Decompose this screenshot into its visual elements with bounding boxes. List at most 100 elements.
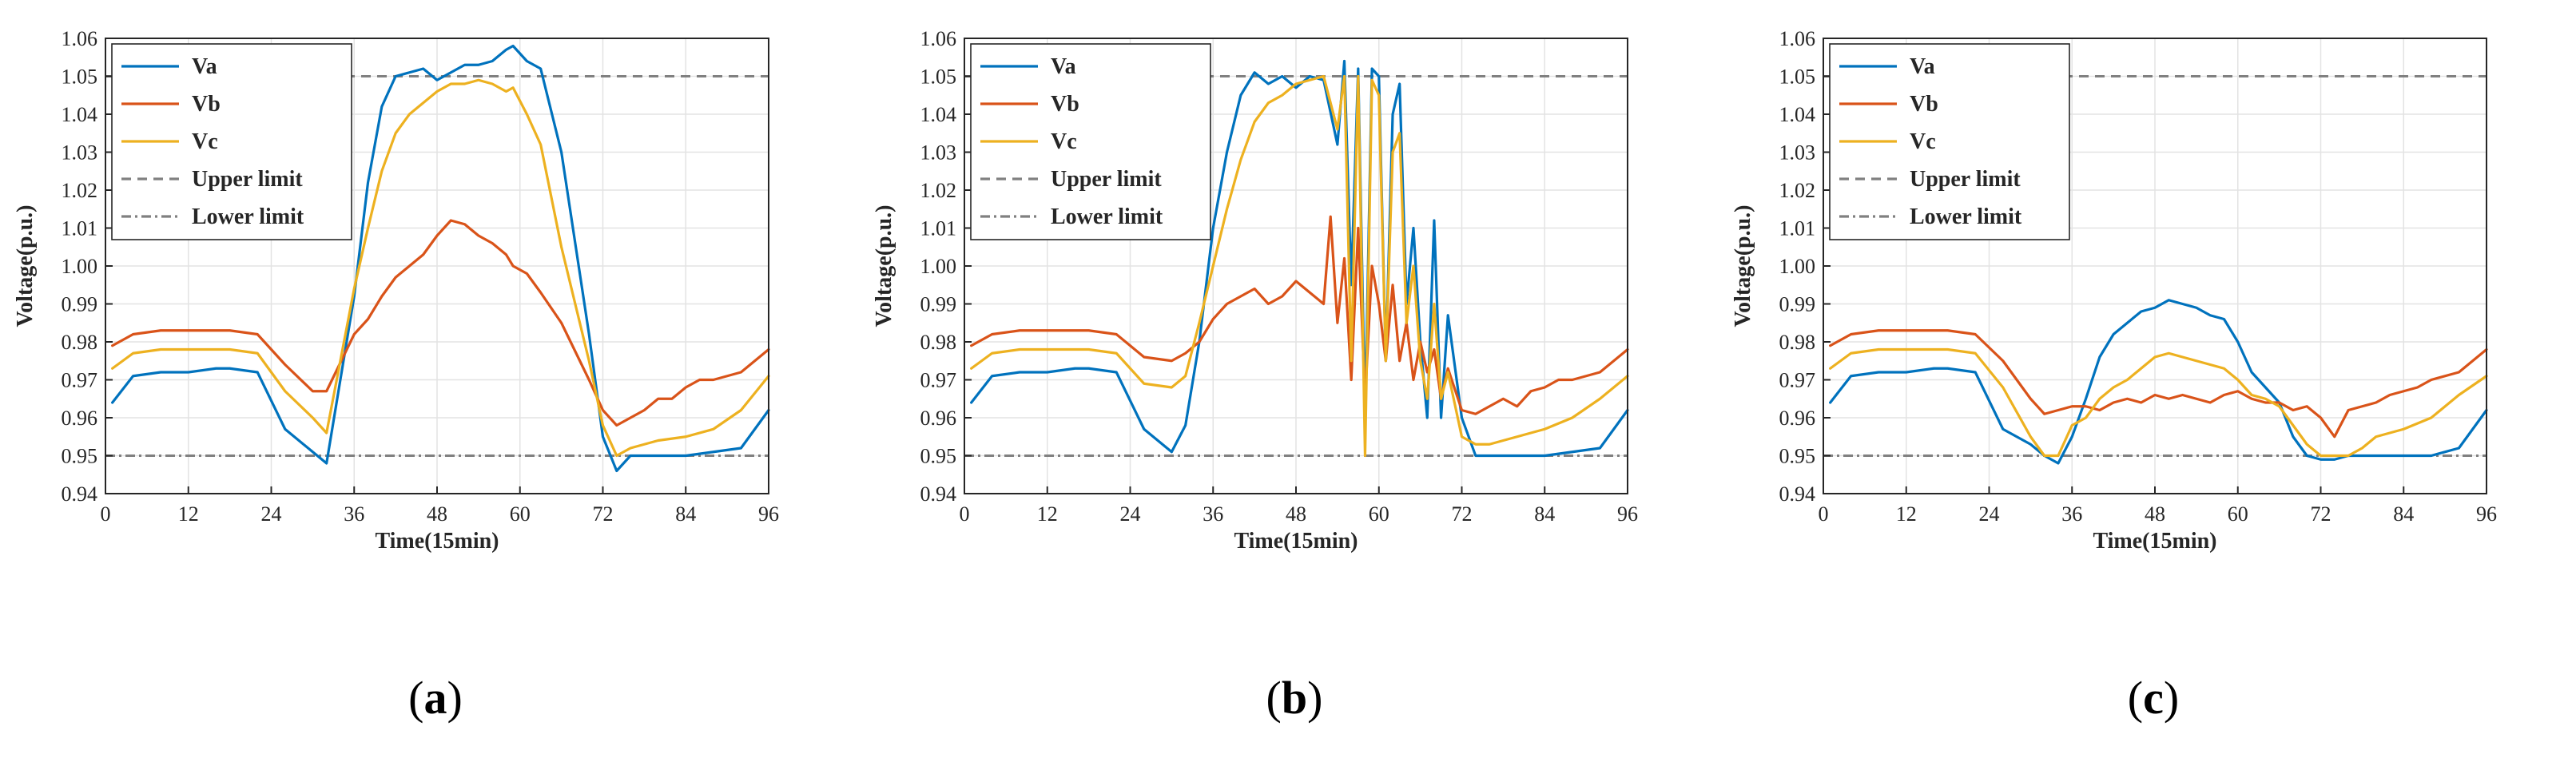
legend: Va Vb Vc Upper limit Lower limit: [1829, 43, 2070, 240]
legend-label: Upper limit: [1910, 167, 2021, 192]
y-tick-label: 0.98: [1779, 331, 1816, 354]
y-tick-label: 0.99: [920, 293, 957, 316]
legend-label: Upper limit: [192, 167, 303, 192]
x-tick-label: 0: [960, 502, 970, 526]
x-tick-label: 12: [1896, 502, 1917, 526]
legend-label: Va: [1910, 54, 1935, 79]
legend: Va Vb Vc Upper limit Lower limit: [111, 43, 352, 240]
legend-label: Vb: [1051, 92, 1079, 117]
x-tick-label: 36: [2061, 502, 2082, 526]
legend-label: Vb: [1910, 92, 1938, 117]
y-axis-label: Voltage(p.u.): [872, 205, 896, 327]
y-tick-label: 0.99: [1779, 293, 1816, 316]
y-tick-label: 1.03: [920, 141, 957, 165]
legend-label: Lower limit: [1910, 204, 2022, 229]
x-tick-label: 84: [675, 502, 696, 526]
y-tick-label: 0.94: [920, 482, 957, 506]
y-tick-label: 0.97: [920, 369, 957, 392]
caption-close-paren: ): [1307, 672, 1322, 724]
y-tick-label: 0.96: [1779, 407, 1816, 430]
y-tick-label: 1.00: [62, 255, 98, 278]
y-tick-label: 1.05: [62, 65, 98, 89]
caption-open-paren: (: [408, 672, 423, 724]
x-tick-label: 72: [593, 502, 614, 526]
legend-label: Lower limit: [1051, 204, 1163, 229]
y-tick-label: 1.02: [1779, 179, 1816, 202]
x-tick-label: 60: [1369, 502, 1389, 526]
caption-letter: a: [424, 672, 447, 724]
x-tick-label: 60: [2228, 502, 2248, 526]
y-axis-label: Voltage(p.u.): [13, 205, 38, 327]
legend-label: Va: [192, 54, 217, 79]
y-tick-label: 1.03: [62, 141, 98, 165]
series-line-vc: [970, 74, 1629, 458]
legend-label: Lower limit: [192, 204, 304, 229]
y-tick-label: 1.01: [1779, 217, 1816, 240]
y-tick-label: 0.98: [920, 331, 957, 354]
x-tick-label: 96: [1617, 502, 1638, 526]
caption-letter: c: [2143, 672, 2164, 724]
x-tick-label: 24: [1979, 502, 2000, 526]
x-tick-label: 24: [261, 502, 282, 526]
y-tick-label: 1.05: [1779, 65, 1816, 89]
y-tick-label: 1.01: [920, 217, 957, 240]
y-tick-label: 0.94: [62, 482, 98, 506]
y-tick-label: 1.05: [920, 65, 957, 89]
y-tick-label: 1.00: [1779, 255, 1816, 278]
y-tick-label: 1.04: [1779, 103, 1816, 126]
y-tick-label: 1.04: [62, 103, 98, 126]
y-tick-label: 0.97: [1779, 369, 1816, 392]
series-line-va: [111, 44, 770, 473]
y-tick-label: 1.06: [1779, 27, 1816, 50]
y-tick-label: 0.98: [62, 331, 98, 354]
caption-open-paren: (: [2128, 672, 2143, 724]
panel-caption: (b): [1266, 672, 1323, 724]
x-tick-label: 72: [1452, 502, 1473, 526]
panel-caption: (a): [408, 672, 463, 724]
legend-label: Vc: [192, 129, 218, 154]
x-axis-label: Time(15min): [2093, 529, 2216, 554]
y-tick-label: 0.97: [62, 369, 98, 392]
y-tick-label: 1.02: [62, 179, 98, 202]
x-tick-label: 72: [2311, 502, 2332, 526]
y-tick-label: 0.96: [62, 407, 98, 430]
series-line-vc: [111, 78, 770, 458]
y-tick-label: 1.04: [920, 103, 957, 126]
x-tick-label: 60: [510, 502, 531, 526]
legend-label: Va: [1051, 54, 1076, 79]
x-axis-label: Time(15min): [1234, 529, 1358, 554]
x-tick-label: 96: [758, 502, 779, 526]
series-line-vc: [1829, 347, 2488, 458]
x-tick-label: 48: [1286, 502, 1306, 526]
y-axis-label: Voltage(p.u.): [1731, 205, 1755, 327]
legend-label: Vc: [1051, 129, 1077, 154]
series-line-vb: [1829, 329, 2488, 439]
x-tick-label: 48: [2145, 502, 2165, 526]
y-tick-label: 0.95: [62, 445, 98, 468]
series-line-va: [970, 59, 1629, 458]
legend-label: Vc: [1910, 129, 1936, 154]
legend: Va Vb Vc Upper limit Lower limit: [970, 43, 1211, 240]
caption-letter: b: [1282, 672, 1307, 724]
legend-label: Vb: [192, 92, 221, 117]
chart-panel: 0 12 24 36 48 60 72 84 96 0.94 0.95 0.96 0.97 0.98 0.9…: [13, 27, 779, 724]
x-tick-label: 12: [1037, 502, 1058, 526]
caption-close-paren: ): [2164, 672, 2179, 724]
x-tick-label: 84: [1534, 502, 1555, 526]
y-tick-label: 1.03: [1779, 141, 1816, 165]
x-tick-label: 24: [1120, 502, 1141, 526]
y-tick-label: 0.95: [920, 445, 957, 468]
y-tick-label: 1.01: [62, 217, 98, 240]
x-tick-label: 36: [344, 502, 364, 526]
series-line-vb: [970, 215, 1629, 415]
y-tick-label: 1.00: [920, 255, 957, 278]
x-tick-label: 84: [2393, 502, 2414, 526]
y-tick-label: 0.96: [920, 407, 957, 430]
series-line-vb: [111, 219, 770, 427]
x-tick-label: 0: [101, 502, 111, 526]
legend-label: Upper limit: [1051, 167, 1162, 192]
y-tick-label: 0.95: [1779, 445, 1816, 468]
panel-caption: (c): [2128, 672, 2179, 724]
caption-close-paren: ): [447, 672, 463, 724]
